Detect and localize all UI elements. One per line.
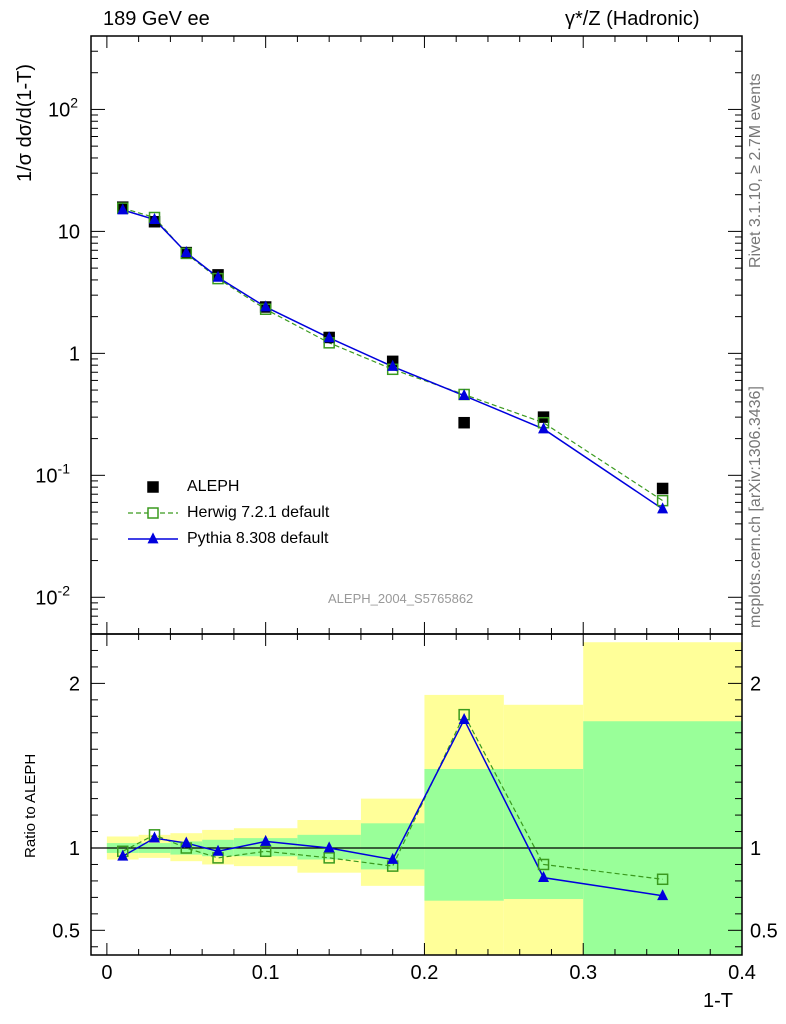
ratio-series: [117, 708, 669, 901]
pythia-point: [149, 212, 161, 224]
main-y-axis-label: 1/σ dσ/d(1-T): [14, 63, 36, 182]
legend-label-aleph: ALEPH: [187, 478, 240, 495]
ratio-y-tick-label-right-0: 0.5: [750, 920, 778, 942]
x-tick-label-0: 0: [101, 962, 112, 984]
main-series: [117, 201, 669, 514]
pythia-point: [260, 300, 272, 312]
x-tick-label-4: 0.4: [728, 962, 756, 984]
band-inner-7: [424, 768, 504, 901]
pythia-point: [117, 203, 129, 215]
ratio-frame: [90, 633, 743, 956]
pythia-point: [538, 422, 550, 434]
aleph-point: [458, 416, 470, 429]
y-tick-label-0: 10-2: [35, 582, 70, 609]
x-tick-label-2: 0.2: [411, 962, 439, 984]
ratio-y-tick-label-right-1: 1: [750, 838, 761, 860]
herwig-line: [122, 207, 663, 502]
pythia-ratio-point: [117, 849, 129, 861]
legend-label-pythia: Pythia 8.308 default: [187, 530, 329, 547]
herwig-ratio-point: [656, 873, 669, 886]
legend-label-herwig: Herwig 7.2.1 default: [187, 504, 330, 521]
legend-marker-aleph: [147, 481, 159, 493]
ratio-y-tick-label-right-2: 2: [750, 673, 761, 695]
pythia-point: [657, 502, 669, 514]
aleph-point: [656, 482, 669, 495]
pythia-point: [212, 270, 224, 282]
legend: [128, 481, 178, 544]
legend-marker-herwig: [147, 507, 159, 519]
y-tick-label-1: 10-1: [35, 460, 70, 487]
ratio-y-tick-label-left-2: 2: [69, 673, 80, 695]
rivet-version-text: Rivet 3.1.10, ≥ 2.7M events: [747, 73, 764, 268]
pythia-ratio-point: [260, 834, 272, 846]
pythia-ratio-point: [458, 713, 470, 724]
herwig-ratio-point: [323, 852, 335, 864]
pythia-ratio-point: [538, 871, 550, 883]
main-y-axis-ticks: [91, 35, 742, 635]
analysis-watermark: ALEPH_2004_S5765862: [328, 591, 474, 606]
pythia-ratio-line: [122, 717, 663, 897]
header-right: γ*/Z (Hadronic): [565, 8, 700, 30]
mcplots-text: mcplots.cern.ch [arXiv:1306.3436]: [747, 386, 764, 628]
ratio-y-axis-ticks: [91, 649, 742, 948]
herwig-ratio-point: [537, 858, 550, 871]
pythia-ratio-point: [149, 831, 161, 843]
herwig-ratio-point: [259, 845, 272, 858]
y-tick-label-4: 102: [48, 94, 78, 121]
legend-marker-pythia: [147, 532, 159, 544]
header-left: 189 GeV ee: [103, 8, 210, 30]
pythia-point: [387, 359, 399, 371]
ratio-y-axis-label: Ratio to ALEPH: [22, 753, 39, 858]
ratio-uncertainty-bands: [106, 642, 742, 955]
pythia-point: [458, 389, 470, 401]
pythia-ratio-point: [212, 844, 224, 856]
pythia-ratio-point: [323, 841, 335, 853]
y-tick-label-3: 10: [58, 221, 80, 243]
y-tick-label-2: 1: [69, 343, 80, 365]
band-inner-9: [583, 721, 742, 955]
pythia-ratio-point: [657, 889, 669, 901]
pythia-ratio-point: [180, 836, 192, 848]
ratio-y-tick-label-left-1: 1: [69, 838, 80, 860]
pythia-point: [180, 246, 192, 258]
herwig-ratio-line: [122, 713, 663, 880]
pythia-point: [323, 331, 335, 343]
x-tick-label-1: 0.1: [252, 962, 280, 984]
ratio-y-tick-label-left-0: 0.5: [52, 920, 80, 942]
pythia-ratio-point: [387, 852, 399, 864]
pythia-line: [122, 209, 664, 510]
x-axis-label: 1-T: [703, 990, 733, 1012]
x-tick-label-3: 0.3: [569, 962, 597, 984]
